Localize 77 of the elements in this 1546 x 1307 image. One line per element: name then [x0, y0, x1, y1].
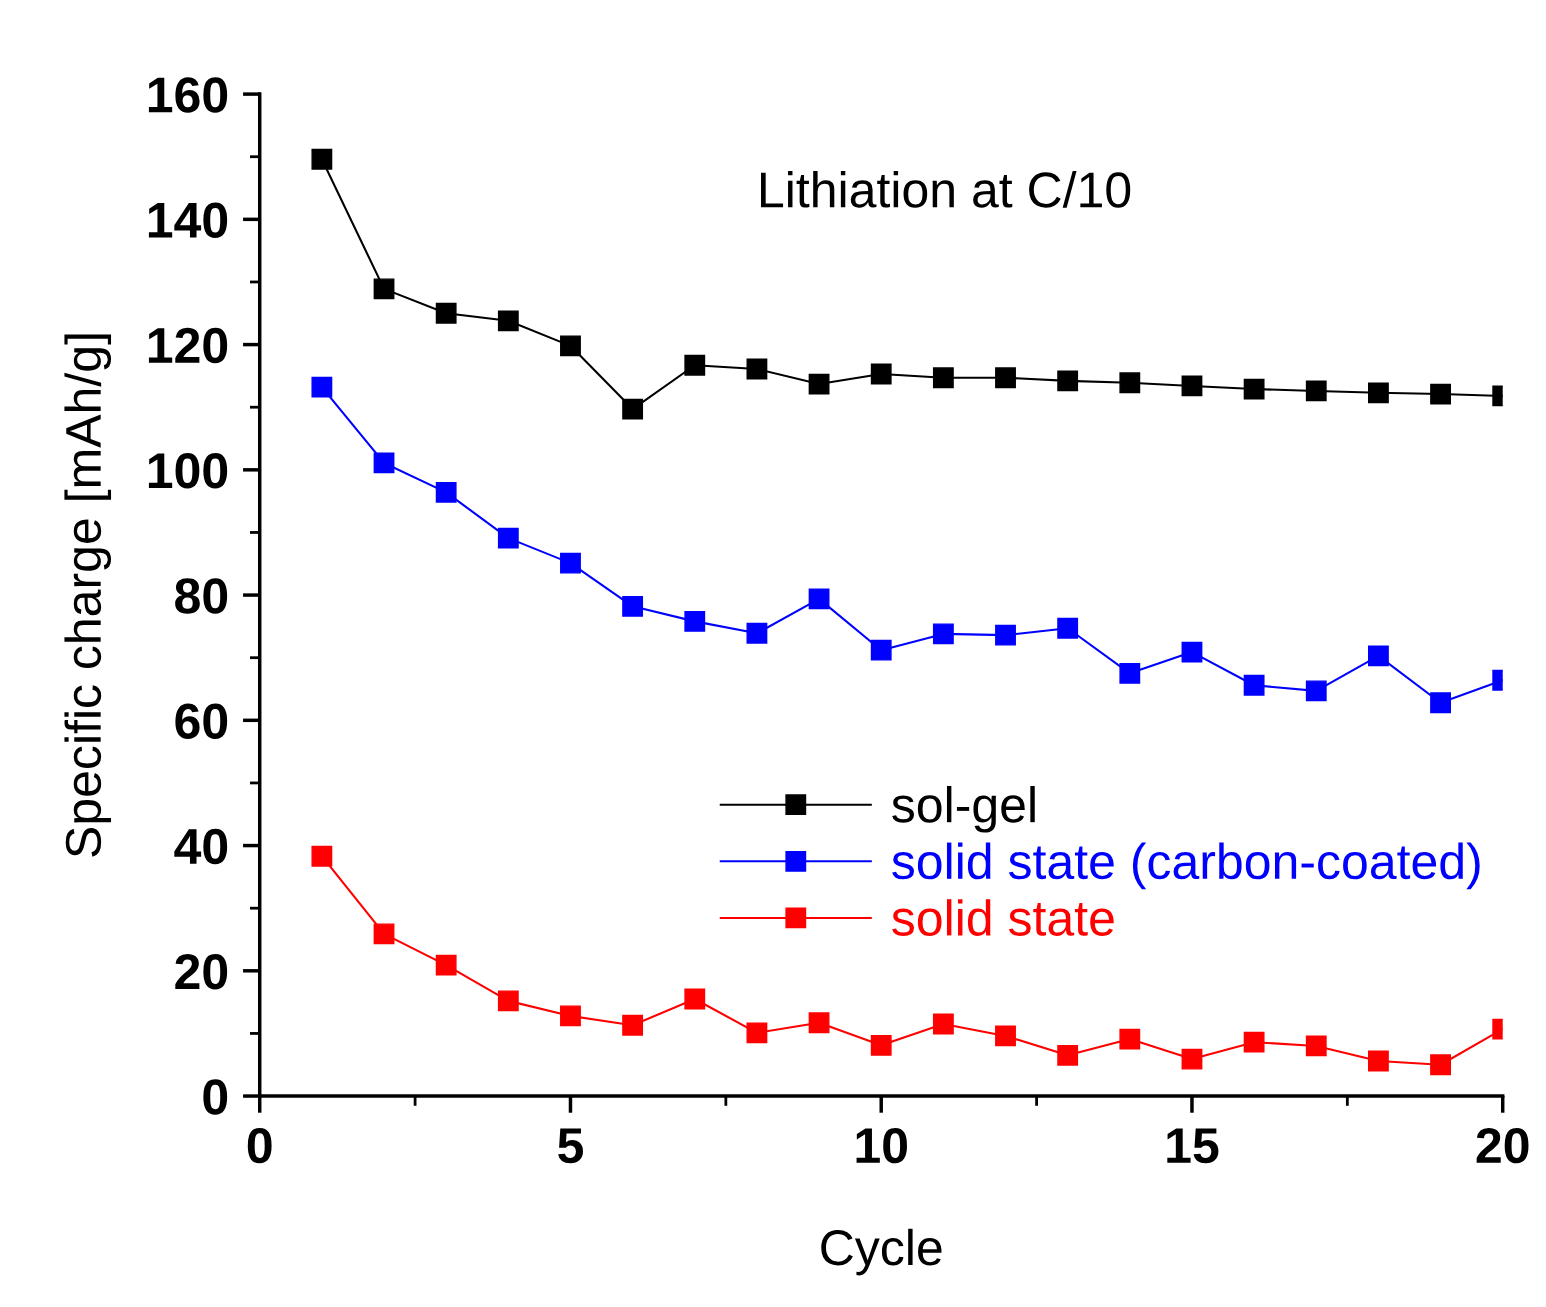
y-tick-label: 60: [175, 703, 228, 739]
point: [622, 1014, 644, 1036]
point: [497, 990, 519, 1012]
point: [995, 367, 1016, 389]
point: [870, 1034, 892, 1056]
point: [1305, 680, 1327, 702]
y-tick-label: 120: [148, 327, 228, 364]
legend-label: solid state: [892, 899, 1114, 936]
point: [870, 363, 892, 385]
point: [808, 1012, 830, 1034]
point: [1181, 375, 1203, 397]
point: [1057, 370, 1079, 392]
point: [808, 588, 830, 610]
point: [373, 923, 395, 945]
point: [622, 398, 644, 420]
point: [1181, 641, 1203, 663]
point: [932, 623, 954, 645]
point: [1367, 382, 1389, 404]
point: [870, 639, 892, 661]
point: [1430, 383, 1451, 405]
point: [1057, 1044, 1079, 1066]
x-tick-label: 5: [558, 1128, 583, 1164]
point: [373, 278, 395, 300]
point: [311, 376, 333, 398]
y-tick-label: 100: [148, 453, 228, 489]
x-tick-label: 10: [856, 1127, 907, 1164]
y-tick-label: 0: [203, 1079, 228, 1115]
point: [1119, 1028, 1141, 1050]
point: [1305, 1035, 1327, 1057]
point: [684, 988, 706, 1010]
point: [746, 622, 768, 644]
point: [622, 595, 644, 617]
point: [560, 335, 581, 357]
point: [1430, 1054, 1451, 1076]
point: [497, 527, 519, 549]
point: [435, 954, 457, 976]
point: [1243, 674, 1265, 696]
point: [746, 358, 768, 380]
point: [746, 1022, 768, 1044]
point: [995, 1025, 1016, 1047]
annotation: Lithiation at C/10: [761, 170, 1131, 208]
point: [497, 310, 519, 332]
point: [1119, 372, 1141, 394]
point: [1181, 1048, 1203, 1070]
point: [1305, 380, 1327, 402]
point: [311, 845, 333, 867]
point: [1119, 662, 1141, 684]
y-tick-label: 20: [175, 954, 228, 990]
point: [1057, 617, 1079, 639]
point: [932, 367, 954, 389]
point: [1367, 645, 1389, 667]
y-tick-label: 160: [148, 77, 228, 113]
point: [560, 1005, 581, 1027]
y-tick-label: 140: [148, 202, 228, 238]
x-tick-label: 0: [247, 1127, 272, 1164]
point: [311, 148, 333, 170]
point: [684, 354, 706, 376]
point: [1243, 1031, 1265, 1053]
point: [560, 552, 581, 574]
x-tick-label: 15: [1167, 1128, 1219, 1164]
point: [995, 624, 1016, 646]
legend-label: solid state (carbon-coated): [892, 842, 1480, 890]
point: [435, 481, 457, 503]
point: [373, 452, 395, 474]
y-axis-title: Specific charge [mAh/g]: [64, 334, 112, 857]
point: [1243, 378, 1265, 400]
point: [932, 1013, 954, 1035]
point: [1430, 692, 1451, 714]
point: [808, 373, 830, 395]
point: [684, 610, 706, 632]
legend-label: sol-gel: [892, 785, 1035, 833]
x-tick-label: 20: [1476, 1127, 1529, 1164]
point: [1367, 1050, 1389, 1072]
point: [435, 302, 457, 324]
y-tick-label: 80: [175, 578, 228, 614]
x-axis-title: Cycle: [821, 1228, 942, 1276]
y-tick-label: 40: [174, 828, 228, 865]
